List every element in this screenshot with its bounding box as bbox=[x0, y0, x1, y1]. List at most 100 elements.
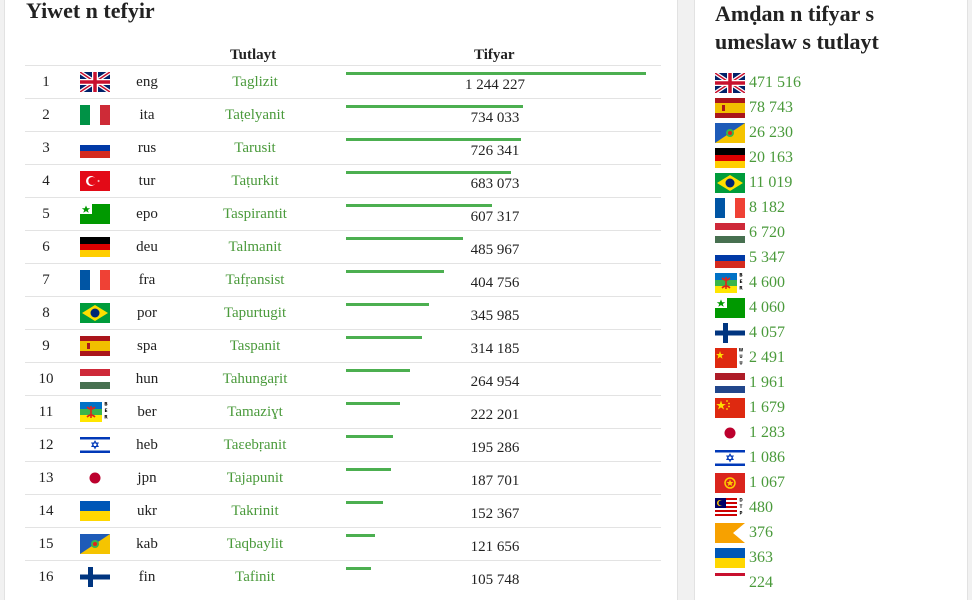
language-code: tur bbox=[138, 173, 156, 189]
list-item[interactable]: 8 182 bbox=[715, 197, 955, 222]
language-link[interactable]: Tarusit bbox=[234, 140, 276, 156]
audio-count[interactable]: 471 516 bbox=[749, 74, 801, 91]
language-link[interactable]: Talmanit bbox=[228, 239, 282, 255]
sentence-count: 264 954 bbox=[470, 374, 520, 390]
audio-count[interactable]: 363 bbox=[749, 549, 773, 566]
svg-text:D: D bbox=[739, 498, 743, 503]
audio-count[interactable]: 1 961 bbox=[749, 374, 785, 391]
audio-count[interactable]: 1 086 bbox=[749, 449, 785, 466]
language-link[interactable]: Taɛebṛanit bbox=[223, 437, 287, 453]
language-link[interactable]: Taglizit bbox=[232, 74, 278, 90]
count-bar bbox=[346, 435, 393, 438]
sentence-count: 345 985 bbox=[470, 308, 520, 324]
language-link[interactable]: Tahungaṛit bbox=[222, 371, 288, 387]
language-link[interactable]: Taqbaylit bbox=[226, 536, 284, 552]
language-link[interactable]: Tamaziɣt bbox=[227, 404, 283, 420]
count-column-header: Tifyar bbox=[474, 47, 515, 63]
count-bar bbox=[346, 72, 646, 75]
audio-count[interactable]: 1 283 bbox=[749, 424, 785, 441]
language-link[interactable]: Taṭurkit bbox=[231, 173, 279, 189]
audio-count[interactable]: 224 bbox=[749, 574, 773, 591]
count-bar bbox=[346, 303, 429, 306]
audio-count[interactable]: 2 491 bbox=[749, 349, 785, 366]
list-item[interactable]: 1 086 bbox=[715, 447, 955, 472]
rank: 9 bbox=[42, 338, 50, 354]
audio-count[interactable]: 5 347 bbox=[749, 249, 785, 266]
list-item[interactable]: 363 bbox=[715, 547, 955, 572]
list-item[interactable]: 6 720 bbox=[715, 222, 955, 247]
language-code: heb bbox=[136, 437, 158, 453]
language-link[interactable]: Tapurtugit bbox=[223, 305, 287, 321]
language-link[interactable]: Tafṛansist bbox=[225, 272, 285, 288]
spain-flag-icon bbox=[80, 336, 110, 356]
rank: 2 bbox=[42, 107, 50, 123]
svg-text:W: W bbox=[739, 348, 744, 353]
list-item[interactable]: 376 bbox=[715, 522, 955, 547]
audio-count[interactable]: 6 720 bbox=[749, 224, 785, 241]
list-item[interactable]: 5 347 bbox=[715, 247, 955, 272]
list-item[interactable]: 78 743 bbox=[715, 97, 955, 122]
hungary-flag-icon bbox=[715, 223, 745, 243]
list-item[interactable]: 4 060 bbox=[715, 297, 955, 322]
language-code: ukr bbox=[137, 503, 157, 519]
list-item[interactable]: 4 057 bbox=[715, 322, 955, 347]
audio-count[interactable]: 26 230 bbox=[749, 124, 793, 141]
rank: 10 bbox=[38, 371, 54, 387]
language-link[interactable]: Taspirantit bbox=[223, 206, 287, 222]
list-item[interactable]: 1 961 bbox=[715, 372, 955, 397]
svg-text:U: U bbox=[739, 354, 742, 359]
list-item[interactable]: 224 bbox=[715, 572, 955, 597]
list-item[interactable]: D T P 480 bbox=[715, 497, 955, 522]
language-code: jpn bbox=[137, 470, 157, 486]
uk-flag-icon bbox=[715, 73, 745, 93]
count-bar bbox=[346, 468, 391, 471]
sentence-count: 404 756 bbox=[470, 275, 520, 291]
language-link[interactable]: Tafinit bbox=[235, 569, 275, 585]
svg-text:E: E bbox=[104, 408, 107, 414]
svg-text:E: E bbox=[739, 279, 742, 285]
table-row: 4 tur Taṭurkit 683 073 bbox=[25, 164, 661, 198]
japan-flag-icon bbox=[80, 468, 110, 488]
list-item[interactable]: 26 230 bbox=[715, 122, 955, 147]
rank: 5 bbox=[42, 206, 50, 222]
language-link[interactable]: Taṭelyanit bbox=[225, 107, 285, 123]
audio-count[interactable]: 1 679 bbox=[749, 399, 785, 416]
table-row: 12 heb Taɛebṛanit 195 286 bbox=[25, 428, 661, 462]
audio-count[interactable]: 376 bbox=[749, 524, 773, 541]
audio-count[interactable]: 4 057 bbox=[749, 324, 785, 341]
language-code: hun bbox=[135, 371, 159, 387]
turkey-flag-icon bbox=[80, 171, 110, 191]
audio-count[interactable]: 78 743 bbox=[749, 99, 793, 116]
count-bar bbox=[346, 336, 422, 339]
table-row: 7 fra Tafṛansist 404 756 bbox=[25, 263, 661, 297]
list-item[interactable]: 1 067 bbox=[715, 472, 955, 497]
language-link[interactable]: Tajapunit bbox=[226, 470, 284, 486]
audio-count[interactable]: 4 600 bbox=[749, 274, 785, 291]
count-bar bbox=[346, 204, 492, 207]
israel-flag-icon bbox=[80, 435, 110, 455]
language-link[interactable]: Takrinit bbox=[231, 503, 279, 519]
audio-stats-panel: Amḍan n tifyar s umeslaw s tutlayt 471 5… bbox=[694, 0, 968, 600]
language-link[interactable]: Taspanit bbox=[229, 338, 281, 354]
table-row: 15 kab Taqbaylit 121 656 bbox=[25, 527, 661, 561]
sentence-count: 121 656 bbox=[470, 539, 520, 555]
sentence-count: 195 286 bbox=[470, 440, 520, 456]
language-code: fra bbox=[138, 272, 156, 288]
israel-flag-icon bbox=[715, 448, 745, 468]
list-item[interactable]: 1 679 bbox=[715, 397, 955, 422]
audio-count[interactable]: 1 067 bbox=[749, 474, 785, 491]
rank: 4 bbox=[42, 173, 50, 189]
list-item[interactable]: 20 163 bbox=[715, 147, 955, 172]
audio-count[interactable]: 8 182 bbox=[749, 199, 785, 216]
audio-count[interactable]: 20 163 bbox=[749, 149, 793, 166]
list-item[interactable]: 1 283 bbox=[715, 422, 955, 447]
audio-count[interactable]: 480 bbox=[749, 499, 773, 516]
audio-count[interactable]: 4 060 bbox=[749, 299, 785, 316]
list-item[interactable]: 11 019 bbox=[715, 172, 955, 197]
audio-count[interactable]: 11 019 bbox=[749, 174, 793, 191]
list-item[interactable]: 471 516 bbox=[715, 72, 955, 97]
count-bar bbox=[346, 567, 371, 570]
